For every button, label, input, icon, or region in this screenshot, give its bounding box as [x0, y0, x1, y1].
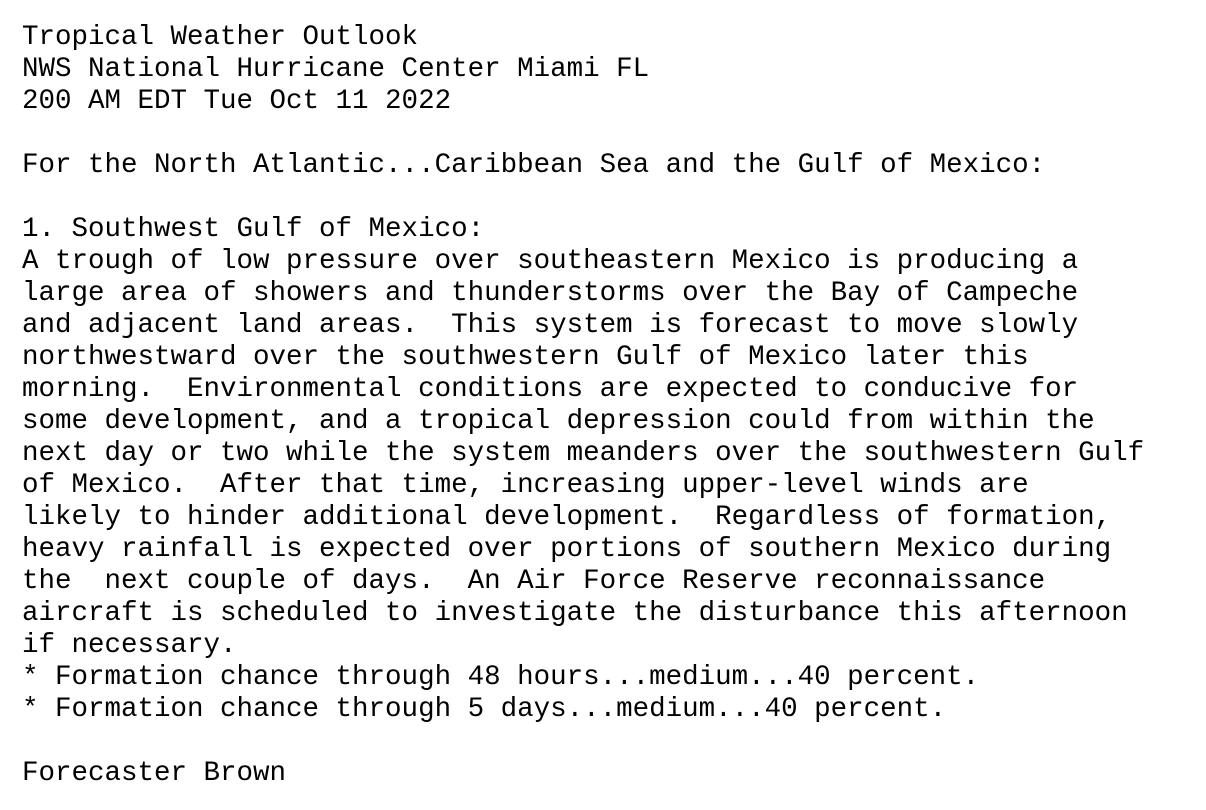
body-line: large area of showers and thunderstorms … [22, 278, 1079, 309]
body-line: of Mexico. After that time, increasing u… [22, 470, 1029, 501]
formation-chance-5d: * Formation chance through 5 days...medi… [22, 694, 947, 725]
forecaster-signature: Forecaster Brown [22, 758, 287, 789]
system-heading: 1. Southwest Gulf of Mexico: [22, 214, 485, 245]
body-line: northwestward over the southwestern Gulf… [22, 342, 1029, 373]
blank-line [22, 118, 1206, 150]
blank-line [22, 726, 1206, 758]
doc-title: Tropical Weather Outlook [22, 22, 419, 53]
issuing-office: NWS National Hurricane Center Miami FL [22, 54, 650, 85]
body-line: and adjacent land areas. This system is … [22, 310, 1079, 341]
body-line: the next couple of days. An Air Force Re… [22, 566, 1046, 597]
body-line: some development, and a tropical depress… [22, 406, 1095, 437]
body-line: heavy rainfall is expected over portions… [22, 534, 1112, 565]
issue-time: 200 AM EDT Tue Oct 11 2022 [22, 86, 452, 117]
outlook-document: Tropical Weather Outlook NWS National Hu… [22, 22, 1206, 789]
body-line: aircraft is scheduled to investigate the… [22, 598, 1128, 629]
body-line: A trough of low pressure over southeaste… [22, 246, 1079, 277]
body-line: likely to hinder additional development.… [22, 502, 1112, 533]
body-line: morning. Environmental conditions are ex… [22, 374, 1079, 405]
region-heading: For the North Atlantic...Caribbean Sea a… [22, 150, 1046, 181]
blank-line [22, 182, 1206, 214]
body-line: if necessary. [22, 630, 237, 661]
body-line: next day or two while the system meander… [22, 438, 1145, 469]
formation-chance-48h: * Formation chance through 48 hours...me… [22, 662, 980, 693]
